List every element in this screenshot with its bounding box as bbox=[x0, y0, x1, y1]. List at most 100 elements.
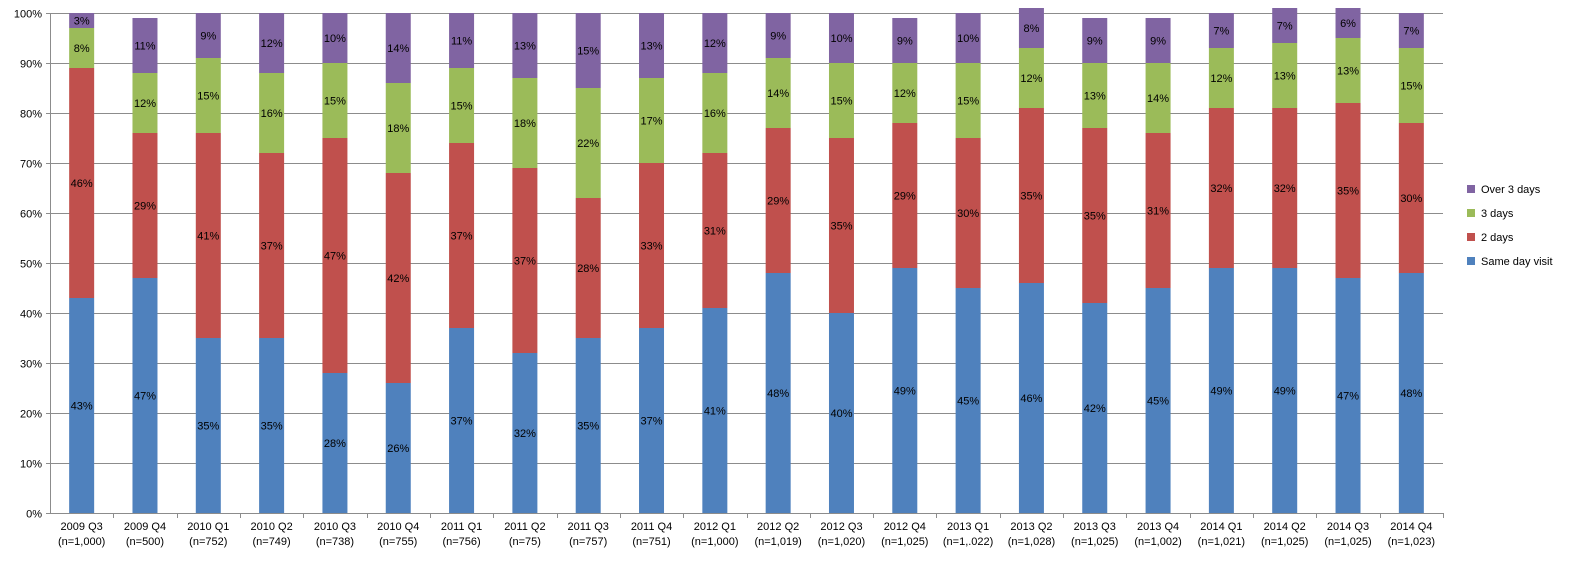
bars bbox=[69, 8, 1424, 513]
bar-segment bbox=[195, 338, 221, 513]
data-label: 49% bbox=[1274, 386, 1296, 398]
bar-segment bbox=[892, 123, 918, 268]
bar-segment bbox=[639, 163, 665, 328]
data-label: 47% bbox=[1337, 391, 1359, 403]
x-tick-label: 2012 Q2 bbox=[757, 521, 799, 533]
data-label: 14% bbox=[387, 43, 409, 55]
x-tick-label: 2013 Q2 bbox=[1010, 521, 1052, 533]
data-label: 14% bbox=[1147, 93, 1169, 105]
data-label: 15% bbox=[957, 96, 979, 108]
data-label: 10% bbox=[830, 33, 852, 45]
x-tick-sublabel: (n=1,002) bbox=[1134, 536, 1181, 548]
x-tick-sublabel: (n=749) bbox=[252, 536, 290, 548]
x-tick-sublabel: (n=756) bbox=[442, 536, 480, 548]
y-tick-label: 90% bbox=[20, 59, 42, 71]
x-tick-label: 2013 Q3 bbox=[1074, 521, 1116, 533]
data-label: 37% bbox=[451, 231, 473, 243]
bar-segment bbox=[765, 13, 791, 58]
bar-segment bbox=[1208, 13, 1234, 48]
data-label: 49% bbox=[1210, 386, 1232, 398]
bar-segment bbox=[1398, 48, 1424, 123]
data-label: 33% bbox=[641, 241, 663, 253]
bar-segment bbox=[512, 353, 538, 513]
data-label: 12% bbox=[1020, 73, 1042, 85]
bar-segment bbox=[955, 63, 981, 138]
data-label: 41% bbox=[197, 231, 219, 243]
data-label: 7% bbox=[1277, 21, 1293, 33]
bar-segment bbox=[702, 153, 728, 308]
bar-segment bbox=[1398, 273, 1424, 513]
bar-segment bbox=[575, 338, 601, 513]
bar-segment bbox=[828, 13, 854, 63]
data-label: 35% bbox=[830, 221, 852, 233]
bar-segment bbox=[322, 63, 348, 138]
bar-segment bbox=[385, 13, 411, 83]
bar-segment bbox=[702, 13, 728, 73]
data-label: 35% bbox=[1337, 186, 1359, 198]
x-tick-label: 2010 Q2 bbox=[251, 521, 293, 533]
data-label: 40% bbox=[830, 408, 852, 420]
bar-segment bbox=[132, 278, 158, 513]
data-label: 9% bbox=[897, 36, 913, 48]
data-label: 26% bbox=[387, 443, 409, 455]
bar-segment bbox=[828, 313, 854, 513]
data-label: 10% bbox=[324, 33, 346, 45]
bar-segment bbox=[1335, 38, 1361, 103]
data-label: 35% bbox=[577, 421, 599, 433]
data-label: 32% bbox=[514, 428, 536, 440]
bar-segment bbox=[892, 18, 918, 63]
data-label: 30% bbox=[1400, 193, 1422, 205]
y-tick-label: 10% bbox=[20, 459, 42, 471]
data-label: 45% bbox=[957, 396, 979, 408]
data-label: 43% bbox=[71, 401, 93, 413]
bar-segment bbox=[259, 153, 285, 338]
x-tick-sublabel: (n=755) bbox=[379, 536, 417, 548]
bar-segment bbox=[955, 13, 981, 63]
data-label: 17% bbox=[641, 116, 663, 128]
data-label: 11% bbox=[134, 41, 155, 53]
bar-segment bbox=[1145, 18, 1171, 63]
bar-segment bbox=[892, 268, 918, 513]
bar-segment bbox=[1018, 283, 1044, 513]
bar-segment bbox=[1018, 108, 1044, 283]
x-tick-sublabel: (n=1,.022) bbox=[943, 536, 993, 548]
data-label: 15% bbox=[324, 96, 346, 108]
bar-segment bbox=[1208, 108, 1234, 268]
x-tick-label: 2012 Q1 bbox=[694, 521, 736, 533]
data-label: 35% bbox=[197, 421, 219, 433]
data-label: 30% bbox=[957, 208, 979, 220]
x-tick-label: 2010 Q1 bbox=[187, 521, 229, 533]
bar-segment bbox=[322, 13, 348, 63]
bar-segment bbox=[765, 58, 791, 128]
y-tick-label: 100% bbox=[14, 9, 42, 21]
bar-segment bbox=[449, 143, 475, 328]
x-tick-sublabel: (n=1,020) bbox=[818, 536, 865, 548]
bar-segment bbox=[1335, 278, 1361, 513]
data-label: 41% bbox=[704, 406, 726, 418]
x-tick-label: 2014 Q3 bbox=[1327, 521, 1369, 533]
bar-segment bbox=[69, 68, 95, 298]
bar-segment bbox=[132, 73, 158, 133]
bar-segment bbox=[69, 28, 95, 68]
y-tick-label: 80% bbox=[20, 109, 42, 121]
legend-swatch bbox=[1467, 233, 1475, 241]
legend: Over 3 days 3 days 2 days Same day visit bbox=[1467, 184, 1553, 268]
bar-segment bbox=[259, 338, 285, 513]
bar-segment bbox=[132, 18, 158, 73]
data-label: 12% bbox=[261, 38, 283, 50]
bar-segment bbox=[1272, 268, 1298, 513]
bar-segment bbox=[828, 63, 854, 138]
data-label: 16% bbox=[704, 108, 726, 120]
x-tick-sublabel: (n=1,025) bbox=[881, 536, 928, 548]
data-labels: 43% 46% 8% 3% 47% 29% 12% 11% 35% 41% 15% 9% 35% 37% 1… bbox=[71, 16, 1423, 456]
bar-segment bbox=[1018, 8, 1044, 48]
bar-segment bbox=[385, 173, 411, 383]
data-label: 14% bbox=[767, 88, 789, 100]
data-label: 3% bbox=[74, 16, 90, 28]
bar-segment bbox=[702, 308, 728, 513]
data-label: 46% bbox=[1020, 393, 1042, 405]
bar-segment bbox=[69, 298, 95, 513]
data-label: 12% bbox=[134, 98, 156, 110]
data-label: 49% bbox=[894, 386, 916, 398]
